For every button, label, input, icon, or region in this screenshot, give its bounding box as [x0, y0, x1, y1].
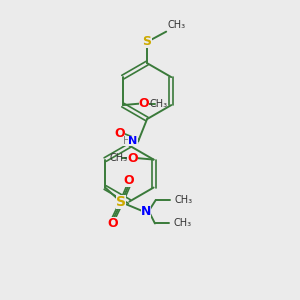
Text: N: N	[141, 205, 151, 218]
Text: H: H	[123, 136, 130, 146]
Text: CH₃: CH₃	[109, 153, 127, 163]
Text: O: O	[127, 152, 138, 165]
Text: CH₃: CH₃	[173, 218, 192, 229]
Text: N: N	[128, 136, 137, 146]
Text: CH₃: CH₃	[174, 195, 193, 205]
Text: S: S	[116, 195, 126, 209]
Text: O: O	[108, 217, 118, 230]
Text: O: O	[139, 97, 149, 110]
Text: O: O	[123, 174, 134, 187]
Text: S: S	[142, 35, 152, 48]
Text: CH₃: CH₃	[149, 99, 167, 109]
Text: O: O	[115, 127, 125, 140]
Text: CH₃: CH₃	[168, 20, 186, 30]
